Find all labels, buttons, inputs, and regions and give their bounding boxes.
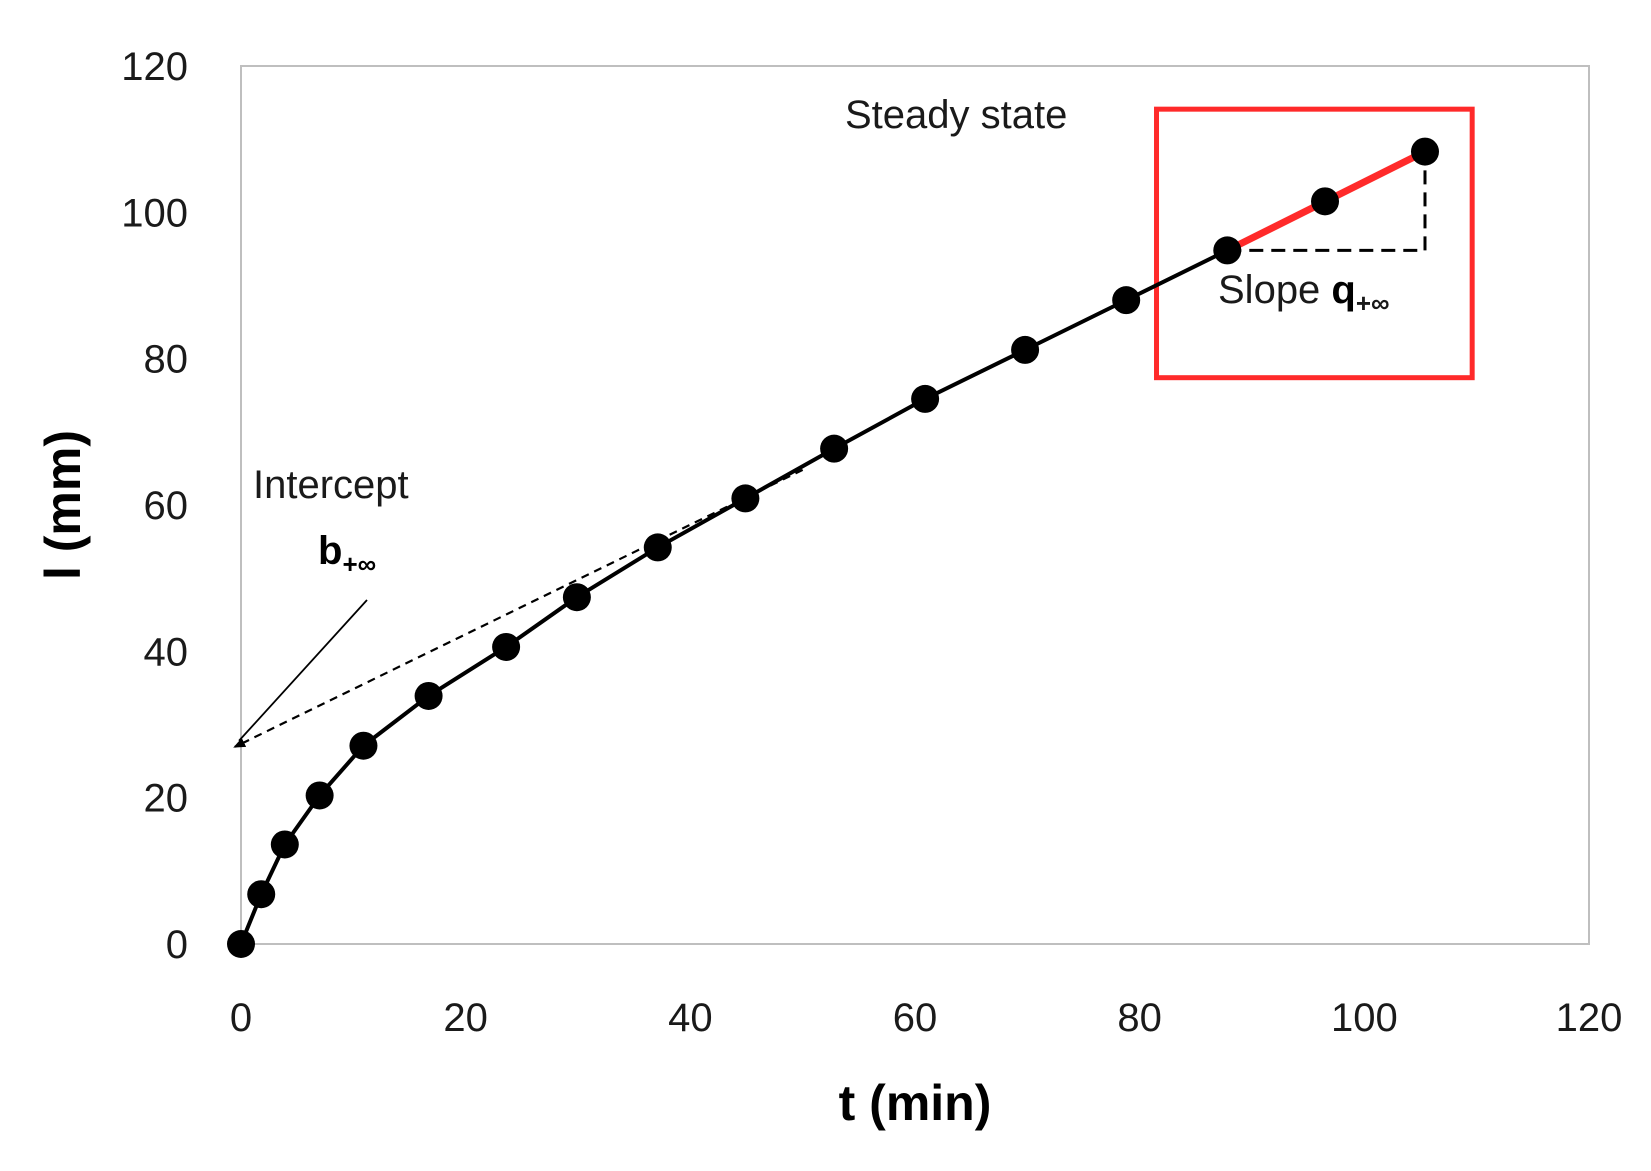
y-tick-label: 100	[121, 191, 188, 235]
data-point	[270, 830, 299, 859]
x-tick-label: 40	[668, 996, 713, 1040]
slope-label-text: Slope	[1218, 268, 1331, 312]
data-point	[1213, 236, 1242, 265]
data-points	[227, 137, 1439, 958]
data-point	[227, 930, 255, 958]
x-tick-label: 0	[230, 996, 252, 1040]
y-tick-label: 20	[144, 777, 189, 821]
steady-state-box	[1154, 106, 1475, 381]
plot-area	[240, 65, 1590, 945]
x-tick-label: 80	[1117, 996, 1162, 1040]
y-axis-title: l (mm)	[35, 430, 91, 580]
x-tick-label: 120	[1556, 996, 1623, 1040]
intercept-label: Intercept	[253, 463, 409, 507]
y-tick-label: 80	[144, 338, 189, 382]
intercept-symbol-label: b+∞	[318, 529, 376, 579]
x-axis-ticks: 0 20 40 60 80 100 120	[230, 996, 1623, 1040]
data-point	[1011, 335, 1040, 364]
extrapolation-line	[233, 468, 804, 748]
data-point	[1311, 187, 1340, 216]
intercept-pointer-line	[238, 599, 368, 742]
y-axis-ticks: 0 20 40 60 80 100 120	[121, 45, 188, 967]
x-tick-label: 60	[893, 996, 938, 1040]
data-point	[247, 880, 276, 909]
intercept-symbol: b	[318, 529, 342, 573]
slope-symbol: q	[1331, 268, 1355, 312]
intercept-subscript: +∞	[342, 549, 376, 579]
steady-state-label: Steady state	[845, 93, 1067, 137]
y-tick-label: 40	[144, 630, 189, 674]
data-point	[562, 583, 591, 612]
slope-subscript: +∞	[1356, 288, 1390, 318]
data-point	[1410, 137, 1439, 166]
data-point	[731, 484, 760, 513]
data-point	[1112, 286, 1141, 315]
data-point	[911, 384, 940, 413]
slope-triangle	[1227, 151, 1427, 252]
data-point	[643, 533, 672, 562]
y-tick-label: 120	[121, 45, 188, 89]
data-point	[820, 434, 849, 463]
data-point	[349, 731, 378, 760]
x-tick-label: 20	[443, 996, 488, 1040]
y-tick-label: 60	[144, 484, 189, 528]
data-point	[414, 681, 443, 710]
x-axis-title: t (min)	[839, 1075, 992, 1131]
data-point	[305, 781, 334, 810]
y-tick-label: 0	[166, 923, 188, 967]
slope-label: Slope q+∞	[1218, 268, 1390, 318]
x-tick-label: 100	[1331, 996, 1398, 1040]
data-point	[492, 632, 521, 661]
